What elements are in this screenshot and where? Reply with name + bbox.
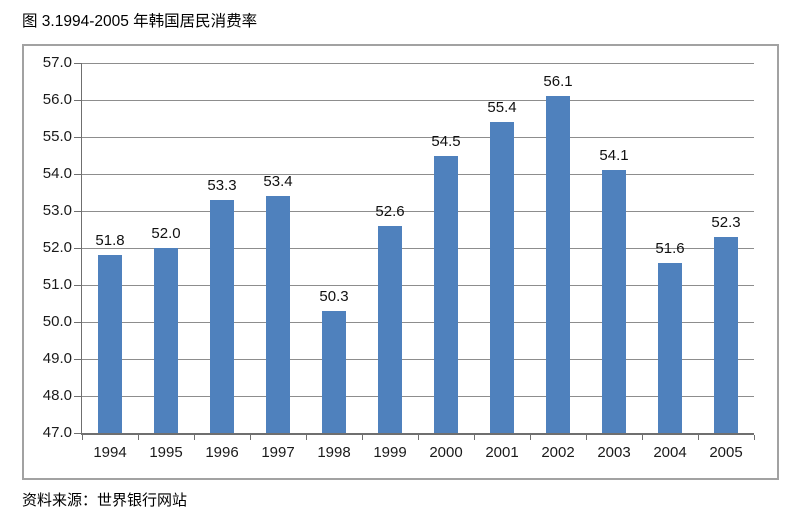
gridline (82, 358, 754, 360)
bar (378, 225, 402, 433)
bar (546, 96, 570, 433)
x-tick-label: 1996 (205, 444, 239, 461)
plot-area: 57.0 56.0 55.0 54.0 53.0 52.0 51.0 50.0 49.0 48.0… (43, 54, 755, 461)
x-tick-label: 1994 (93, 444, 127, 461)
x-axis-tick (249, 435, 251, 440)
x-tick-label: 1998 (317, 444, 351, 461)
bar (658, 262, 682, 433)
source-note: 资料来源：世界银行网站 (22, 492, 188, 509)
bar (322, 310, 346, 433)
y-tick-label: 49.0 (42, 350, 72, 367)
y-axis-tick (74, 173, 82, 175)
y-axis-tick (74, 99, 82, 101)
x-axis-tick (305, 435, 307, 440)
gridline (82, 62, 754, 64)
y-tick-label: 48.0 (42, 387, 72, 404)
y-tick-label: 51.0 (42, 276, 72, 293)
bar-value-label: 55.4 (487, 99, 517, 117)
y-axis-tick (74, 210, 82, 212)
bar (266, 196, 290, 433)
chart-title: 图 3.1994-2005 年韩国居民消费率 (22, 13, 258, 30)
gridline (82, 247, 754, 249)
x-tick-label: 2002 (541, 444, 575, 461)
y-axis-tick (74, 62, 82, 64)
bar-value-label: 52.0 (151, 225, 181, 242)
y-tick-label: 54.0 (42, 165, 72, 182)
bar (490, 122, 514, 433)
x-axis-tick (529, 435, 531, 440)
bar (714, 236, 738, 433)
gridline (82, 395, 754, 397)
gridline (82, 136, 754, 138)
x-axis-tick (417, 435, 419, 440)
bar-value-label: 53.4 (263, 173, 293, 191)
y-axis-tick (74, 395, 82, 397)
gridline (82, 173, 754, 175)
bar-value-label: 52.3 (711, 213, 741, 231)
x-tick-label: 1997 (261, 444, 295, 461)
y-tick-label: 50.0 (42, 313, 72, 330)
y-axis-tick (74, 284, 82, 286)
x-tick-label: 2003 (597, 444, 631, 461)
x-tick-label: 1999 (373, 444, 407, 461)
x-tick-label: 2005 (709, 444, 743, 461)
x-axis-tick (473, 435, 475, 440)
x-axis-tick (137, 435, 139, 440)
x-tick-label: 2000 (429, 444, 463, 461)
bar-value-label: 54.5 (431, 132, 461, 150)
y-tick-label: 56.0 (42, 91, 72, 108)
y-axis-tick (74, 321, 82, 323)
chart-frame: 57.0 56.0 55.0 54.0 53.0 52.0 51.0 50.0 49.0 48.0… (22, 44, 779, 480)
bar-value-label: 53.3 (207, 176, 237, 194)
y-tick-label: 57.0 (42, 54, 72, 71)
gridline (82, 99, 754, 101)
x-tick-label: 2004 (653, 444, 687, 461)
bar (210, 199, 234, 433)
y-axis-tick (74, 136, 82, 138)
bar-value-label: 52.6 (375, 202, 405, 220)
gridline (82, 284, 754, 286)
x-axis-tick (81, 435, 83, 440)
y-axis-tick (74, 358, 82, 360)
bar (434, 155, 458, 433)
x-tick-label: 1995 (149, 444, 183, 461)
bar-value-label: 50.3 (319, 287, 349, 305)
bar-value-label: 51.8 (95, 232, 125, 250)
x-axis-tick (193, 435, 195, 440)
x-axis-tick (697, 435, 699, 440)
x-axis-tick (361, 435, 363, 440)
y-axis-tick (74, 247, 82, 249)
gridline (82, 210, 754, 212)
bar-value-label: 51.6 (655, 239, 685, 257)
gridline (82, 321, 754, 323)
bar (98, 255, 122, 433)
bar-value-label: 54.1 (599, 147, 629, 165)
x-axis-tick (753, 435, 755, 440)
bar (602, 170, 626, 433)
y-tick-label: 55.0 (42, 128, 72, 145)
bar-value-label: 56.1 (543, 73, 573, 91)
x-axis-tick (585, 435, 587, 440)
y-tick-label: 52.0 (42, 239, 72, 256)
y-tick-label: 47.0 (42, 424, 72, 441)
bar (154, 248, 178, 433)
y-axis-tick (74, 432, 82, 434)
x-axis-tick (641, 435, 643, 440)
x-tick-label: 2001 (485, 444, 519, 461)
y-tick-label: 53.0 (42, 202, 72, 219)
